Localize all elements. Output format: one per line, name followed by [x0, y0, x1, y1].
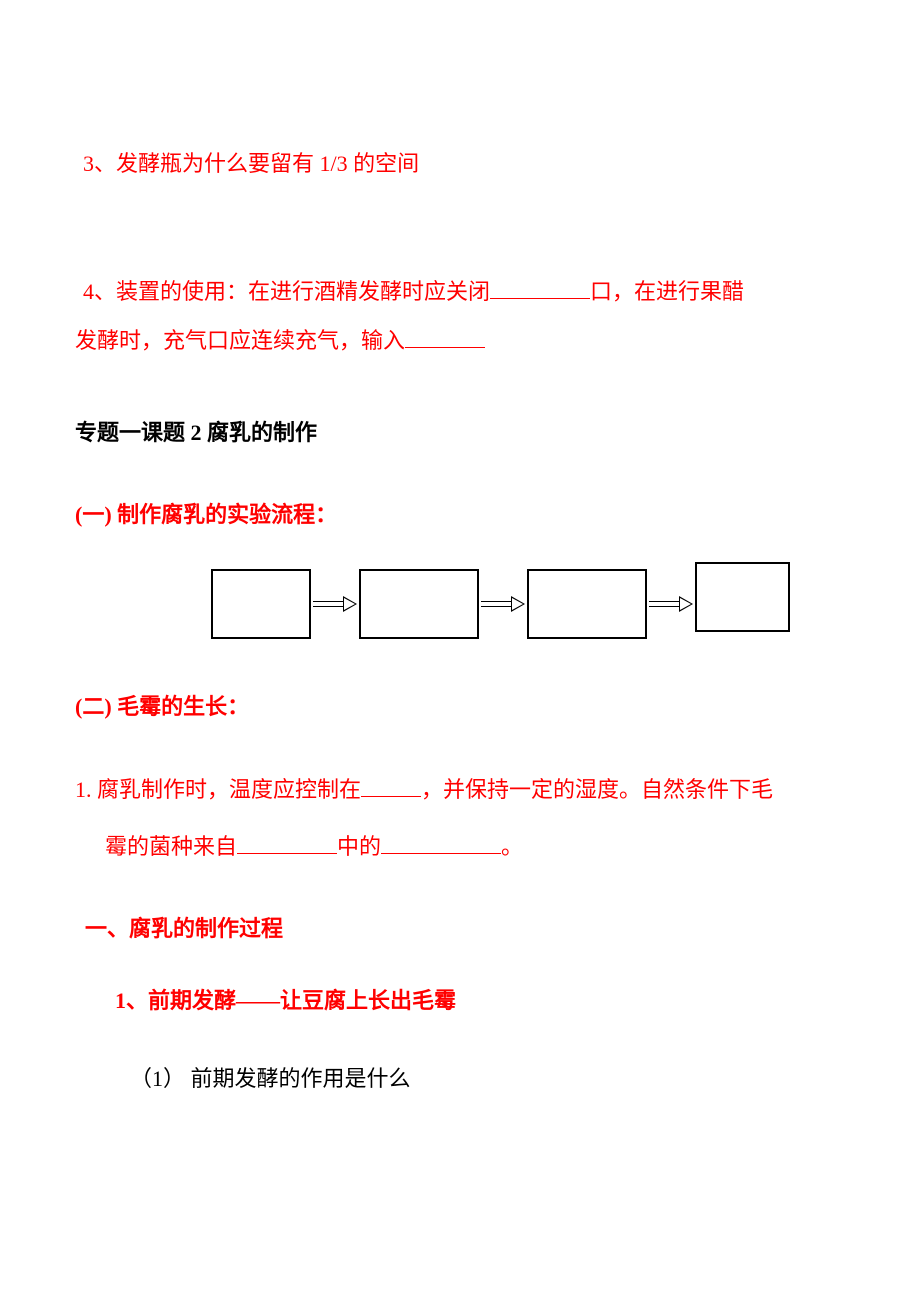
subheading-2: (二) 毛霉的生长：	[75, 689, 845, 721]
blank-fill	[405, 321, 485, 347]
subheading-1: (一) 制作腐乳的实验流程：	[75, 497, 845, 529]
section-title: 专题一课题 2 腐乳的制作	[75, 415, 845, 447]
question-3: 3、发酵瓶为什么要留有 1/3 的空间	[75, 140, 845, 188]
q4-part2: 口，在进行果醋	[590, 279, 744, 304]
para1-part1: 1. 腐乳制作时，温度应控制在	[75, 777, 361, 802]
blank-fill	[381, 828, 501, 854]
arrow-icon	[313, 596, 357, 612]
arrow-icon	[649, 596, 693, 612]
heading-sub-1: 1、前期发酵——让豆腐上长出毛霉	[75, 983, 845, 1015]
question-4: 4、装置的使用：在进行酒精发酵时应关闭 口，在进行果醋 发酵时，充气口应连续充气，…	[75, 268, 845, 365]
heading-one: 一、腐乳的制作过程	[75, 911, 845, 943]
para1-line2-part1: 霉的菌种来自	[105, 834, 237, 859]
q4-part1: 4、装置的使用：在进行酒精发酵时应关闭	[75, 279, 490, 304]
q3-text: 3、发酵瓶为什么要留有 1/3 的空间	[75, 151, 419, 176]
flow-box-1	[211, 569, 311, 639]
blank-fill	[490, 273, 590, 299]
para1-line2-part3: 。	[501, 834, 523, 859]
flow-box-2	[359, 569, 479, 639]
para1-line2-part2: 中的	[337, 834, 381, 859]
flow-box-4	[695, 562, 790, 632]
flow-box-3	[527, 569, 647, 639]
blank-fill	[361, 771, 421, 797]
q4-line2-part1: 发酵时，充气口应连续充气，输入	[75, 328, 405, 353]
flowchart-diagram	[75, 569, 845, 639]
paragraph-1: 1. 腐乳制作时，温度应控制在 ，并保持一定的湿度。自然条件下毛 霉的菌种来自 中的…	[75, 761, 845, 875]
sub-item-1: （1） 前期发酵的作用是什么	[75, 1055, 845, 1103]
para1-part2: ，并保持一定的湿度。自然条件下毛	[421, 777, 773, 802]
arrow-icon	[481, 596, 525, 612]
blank-fill	[237, 828, 337, 854]
